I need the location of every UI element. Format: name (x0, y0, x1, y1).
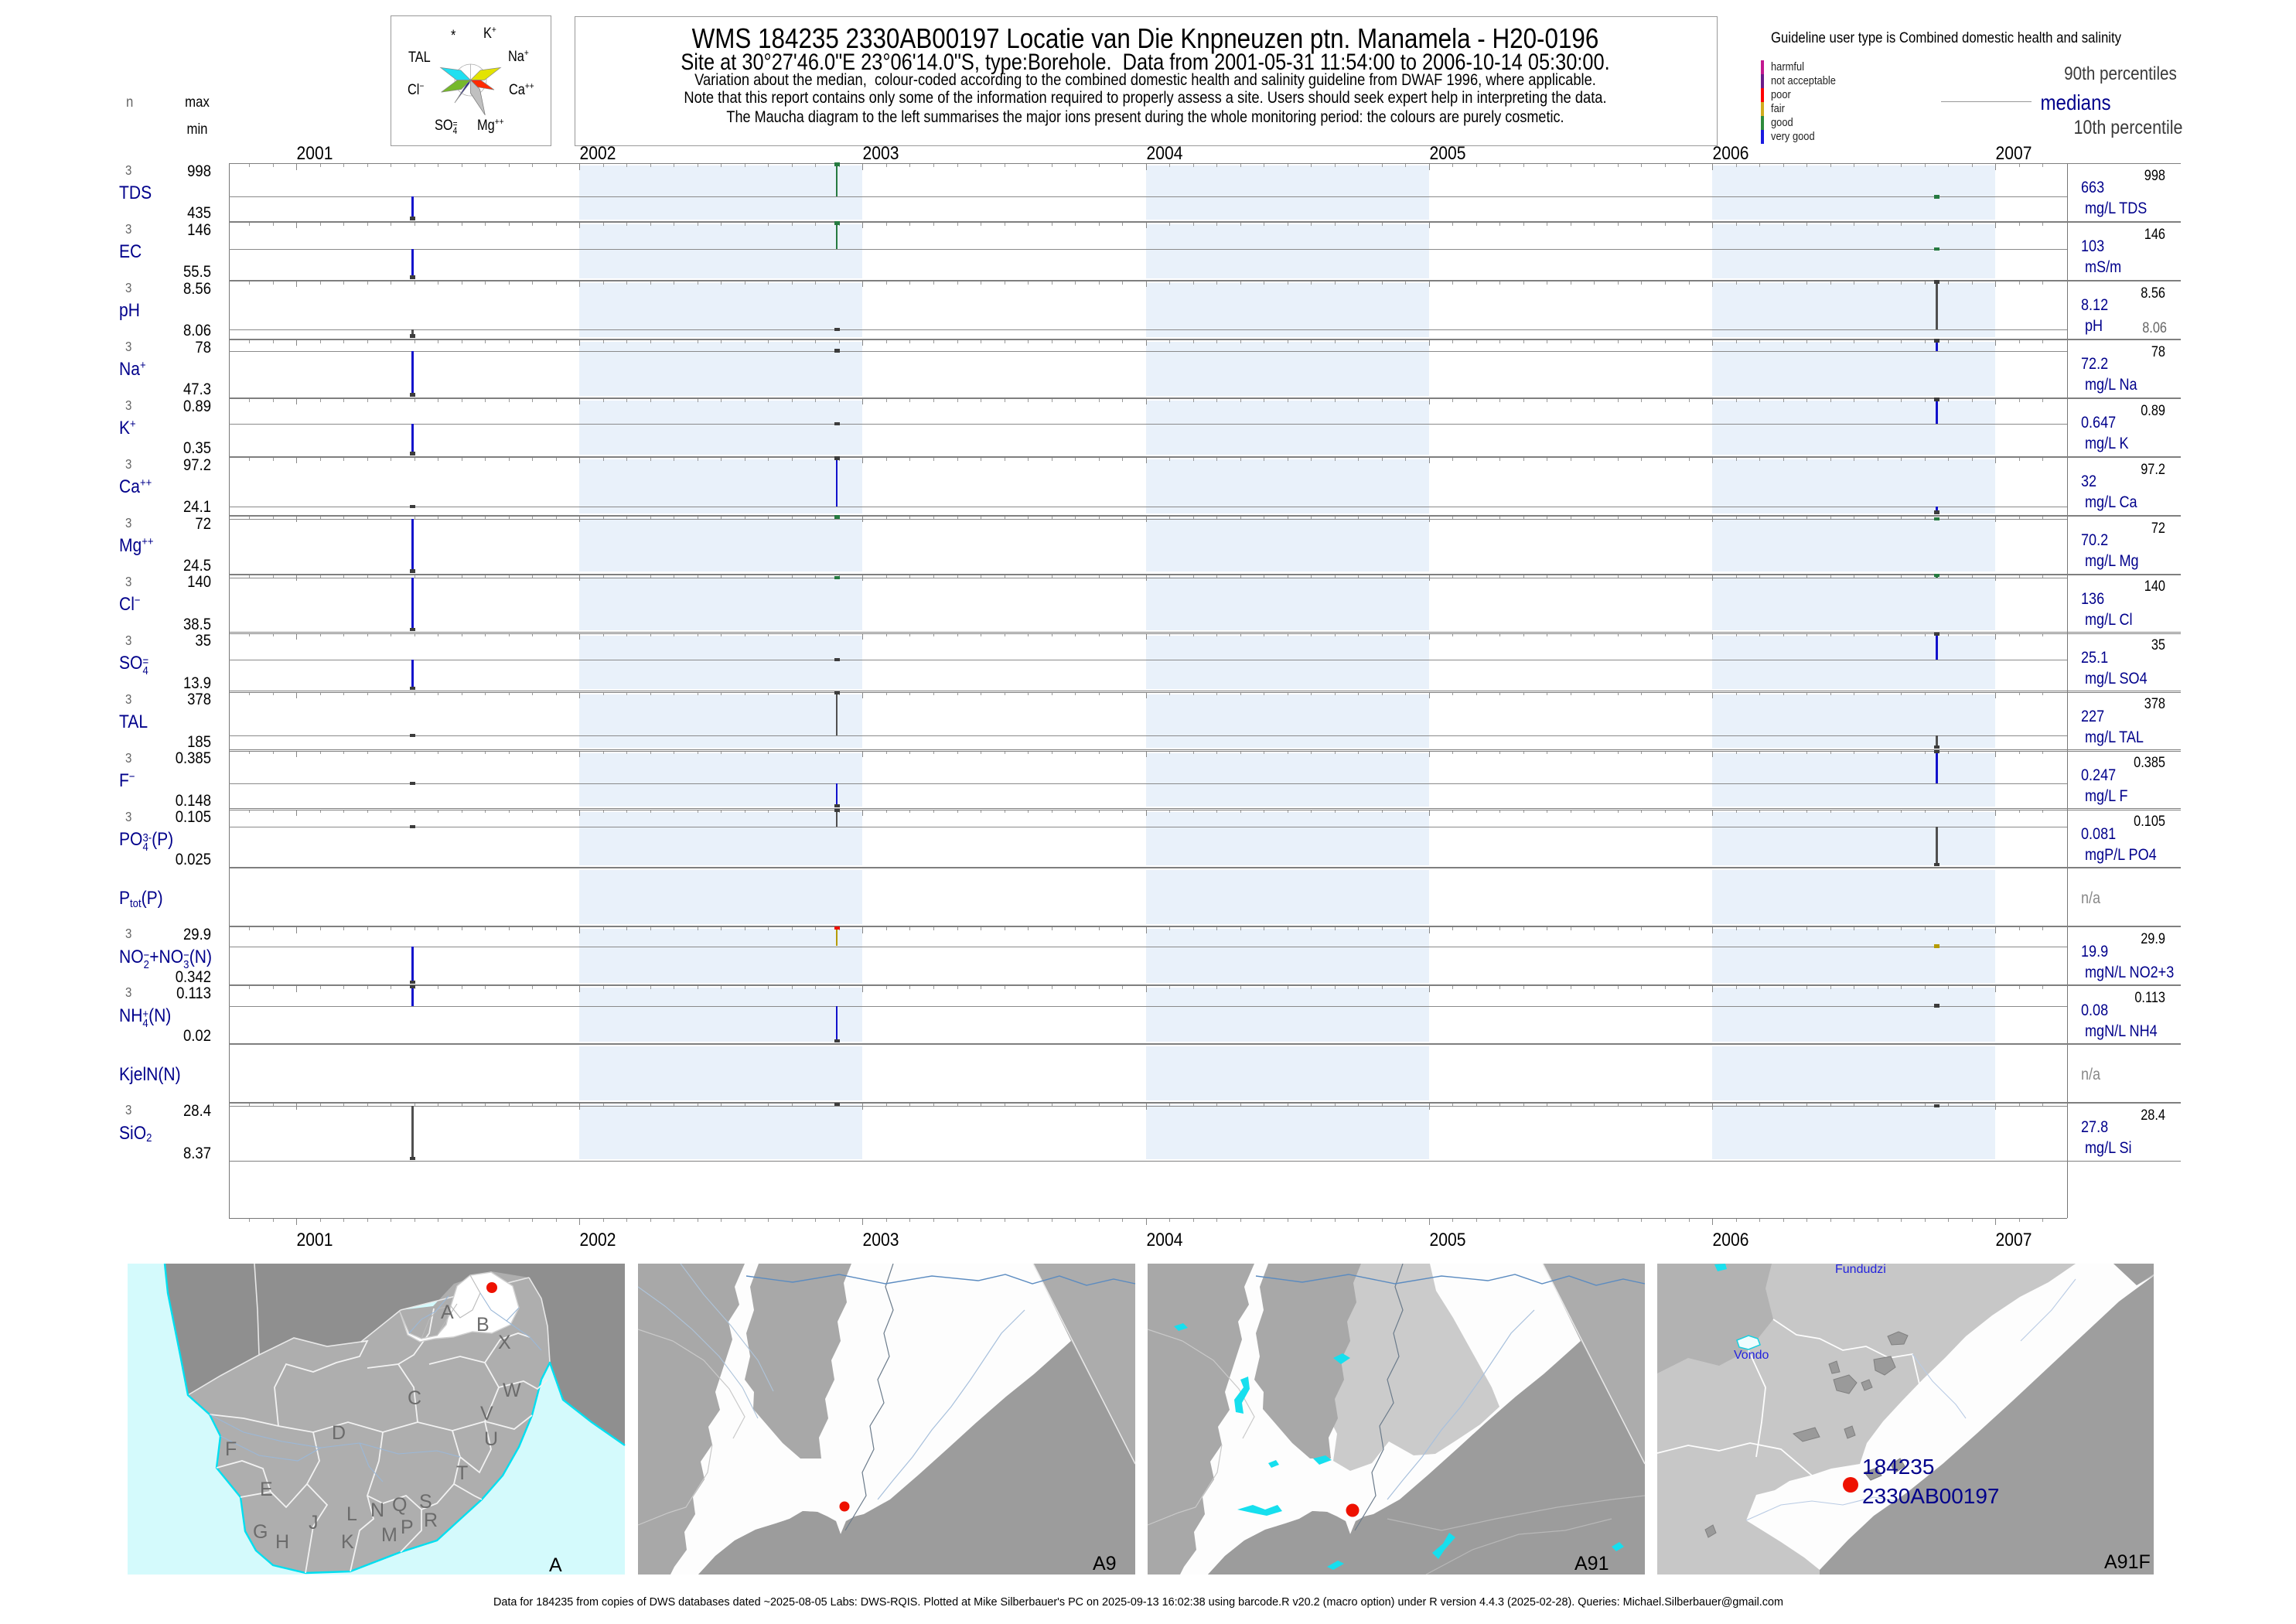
svg-text:G: G (253, 1521, 268, 1543)
svg-text:X: X (498, 1332, 511, 1353)
svg-text:184235: 184235 (1862, 1455, 1934, 1479)
svg-text:A91: A91 (1574, 1553, 1609, 1575)
svg-text:A: A (441, 1302, 454, 1323)
svg-text:P: P (401, 1517, 414, 1538)
svg-text:T: T (456, 1462, 468, 1484)
svg-text:A9: A9 (1093, 1553, 1117, 1575)
svg-text:H: H (275, 1531, 289, 1553)
svg-text:Fundudzi: Fundudzi (1835, 1264, 1886, 1276)
svg-text:Q: Q (392, 1494, 407, 1516)
svg-text:U: U (484, 1428, 498, 1450)
svg-text:L: L (346, 1503, 357, 1525)
svg-text:B: B (476, 1314, 490, 1336)
svg-text:S: S (419, 1491, 432, 1513)
svg-text:W: W (503, 1380, 521, 1401)
svg-text:E: E (260, 1479, 273, 1500)
svg-text:D: D (332, 1422, 346, 1444)
svg-text:A91F: A91F (2104, 1551, 2151, 1573)
svg-text:F: F (225, 1438, 237, 1460)
svg-text:V: V (480, 1403, 493, 1424)
svg-text:M: M (381, 1524, 397, 1546)
svg-text:2330AB00197: 2330AB00197 (1862, 1484, 2000, 1508)
svg-text:K: K (341, 1531, 354, 1553)
svg-text:N: N (370, 1499, 384, 1521)
svg-text:J: J (309, 1512, 319, 1534)
svg-text:A: A (549, 1554, 562, 1575)
svg-text:Vondo: Vondo (1734, 1349, 1769, 1362)
svg-text:C: C (408, 1387, 421, 1409)
svg-text:R: R (424, 1510, 438, 1531)
